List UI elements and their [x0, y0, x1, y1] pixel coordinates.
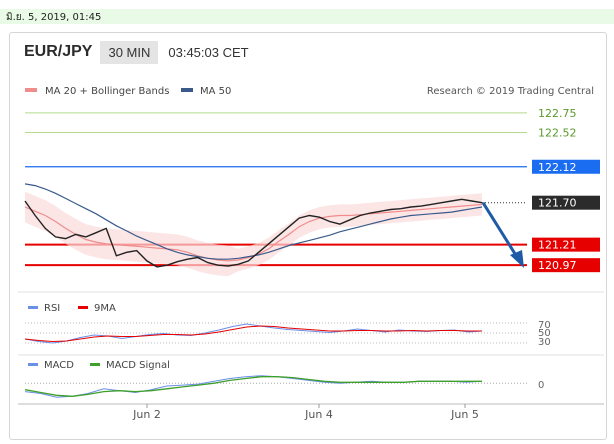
support-label-121.21: 121.21 [538, 239, 577, 252]
chart-time: 03:45:03 CET [168, 44, 249, 60]
rsi-ma-legend-label: 9MA [94, 303, 116, 314]
credit-text: Research © 2019 Trading Central [427, 86, 594, 97]
x-label-jun2: Jun 2 [132, 408, 161, 421]
macd-legend-label: MACD [44, 360, 74, 371]
chart-dynamic-layer: 122.75 122.52 122.12 121.70 121.21 120.97 [24, 107, 600, 398]
macd-tick-0: 0 [538, 380, 544, 391]
timeframe-badge[interactable]: 30 MIN [100, 40, 159, 64]
support-badge-120.97 [532, 258, 600, 273]
price-line [24, 198, 483, 268]
rsi-legend-swatch [28, 306, 38, 309]
x-label-jun4: Jun 4 [304, 408, 333, 421]
support-badge-121.21 [532, 237, 600, 252]
ma20-legend-swatch [25, 88, 37, 92]
macd-signal-legend-swatch [90, 363, 100, 366]
rsi-ma-line [24, 325, 482, 343]
current-price-badge [532, 195, 600, 210]
ma50-legend-swatch [181, 88, 193, 92]
macd-signal-legend-label: MACD Signal [106, 360, 170, 371]
resistance-label-122.52: 122.52 [538, 127, 577, 140]
macd-legend-swatch [28, 363, 38, 366]
forecast-arrow-head [510, 250, 524, 268]
rsi-ma-legend-swatch [78, 306, 88, 309]
x-label-jun5: Jun 5 [450, 408, 479, 421]
current-price-label: 121.70 [538, 197, 577, 210]
rsi-legend-label: RSI [44, 303, 60, 314]
timestamp: มิ.ย. 5, 2019, 01:45 [6, 12, 102, 23]
macd-signal-line [24, 376, 482, 397]
forecast-arrow-shaft [481, 201, 519, 258]
ma50-legend-label: MA 50 [200, 86, 231, 97]
resistance-label-122.75: 122.75 [538, 107, 577, 120]
chart-header: EUR/JPY 30 MIN 03:45:03 CET [24, 40, 249, 64]
bollinger-band [25, 191, 482, 277]
rsi-tick-50: 50 [538, 328, 551, 339]
support-label-120.97: 120.97 [538, 259, 577, 272]
rsi-tick-30: 30 [538, 337, 551, 348]
pivot-label-122.12: 122.12 [538, 161, 577, 174]
currency-pair: EUR/JPY [24, 43, 93, 60]
pivot-badge-122.12 [532, 159, 600, 174]
rsi-tick-70: 70 [538, 320, 551, 331]
timestamp-bar: มิ.ย. 5, 2019, 01:45 [0, 9, 614, 24]
ma20-legend-label: MA 20 + Bollinger Bands [45, 86, 169, 97]
